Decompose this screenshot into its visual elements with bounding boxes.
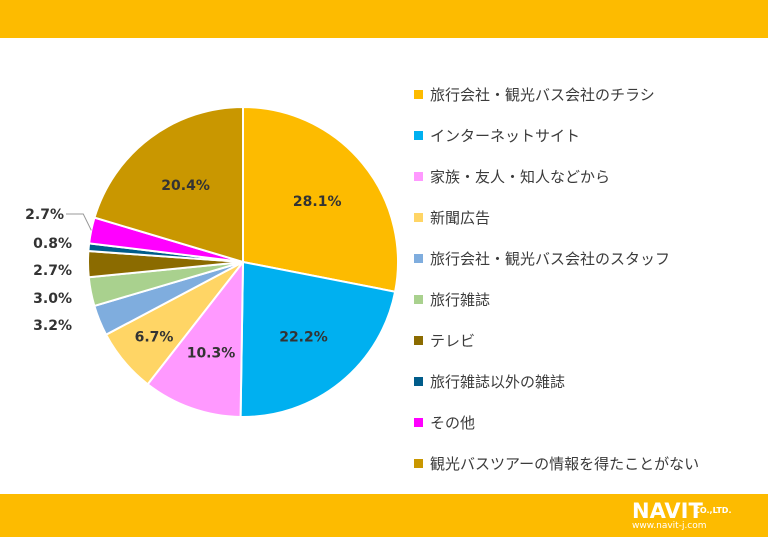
legend-item: 観光バスツアーの情報を得たことがない (414, 443, 699, 484)
legend-item: 家族・友人・知人などから (414, 156, 699, 197)
data-labels: 28.1% 22.2% 10.3% 6.7% 3.2% 3.0% 2.7% 0.8% 2.7% 2… (25, 178, 341, 362)
legend-label: 旅行会社・観光バス会社のチラシ (430, 86, 655, 104)
legend-label: テレビ (430, 332, 476, 350)
top-banner-band (0, 0, 768, 38)
slice-2 (239, 260, 397, 418)
slice-2-label: 22.2% (279, 330, 328, 346)
navit-logo: NAVIT CO.,LTD. www.navit-j.com (632, 500, 760, 532)
slice-3 (146, 259, 245, 418)
slice-3-label: 10.3% (187, 346, 236, 362)
logo-name: NAVIT (632, 499, 703, 523)
slice-9-label: 2.7% (25, 207, 64, 223)
legend-swatch (414, 213, 423, 222)
slice-10-label: 20.4% (161, 178, 210, 194)
bottom-banner-band (0, 494, 768, 537)
slice-1-label: 28.1% (293, 194, 342, 210)
leader-lines (66, 213, 92, 231)
legend-label: 旅行雑誌以外の雑誌 (430, 373, 566, 391)
legend-item: テレビ (414, 320, 699, 361)
legend-swatch (414, 254, 423, 263)
legend-swatch (414, 377, 423, 386)
legend-item: 新聞広告 (414, 197, 699, 238)
pie-slices (87, 105, 399, 418)
slice-1 (242, 105, 399, 293)
legend-swatch (414, 295, 423, 304)
logo-suffix: CO.,LTD. (694, 506, 732, 515)
legend-label: 家族・友人・知人などから (430, 168, 611, 186)
legend-item: 旅行雑誌以外の雑誌 (414, 361, 699, 402)
legend-label: 新聞広告 (430, 209, 491, 227)
pie-chart: 28.1% 22.2% 10.3% 6.7% 3.2% 3.0% 2.7% 0.8% 2.7% 2… (25, 105, 399, 418)
legend-label: 旅行会社・観光バス会社のスタッフ (430, 250, 671, 268)
legend-swatch (414, 418, 423, 427)
slice-6-label: 3.0% (33, 291, 72, 307)
legend-item: 旅行雑誌 (414, 279, 699, 320)
legend-label: その他 (430, 414, 476, 432)
legend-swatch (414, 336, 423, 345)
legend-swatch (414, 131, 423, 140)
legend-item: その他 (414, 402, 699, 443)
legend-label: 観光バスツアーの情報を得たことがない (430, 455, 700, 473)
chart-legend: 旅行会社・観光バス会社のチラシ インターネットサイト家族・友人・知人などから 新聞広… (414, 74, 699, 484)
slice-10 (93, 105, 244, 264)
slice-4-label: 6.7% (135, 330, 174, 346)
legend-item: 旅行会社・観光バス会社のスタッフ (414, 238, 699, 279)
legend-label: 旅行雑誌 (430, 291, 491, 309)
slice-7-label: 2.7% (33, 263, 72, 279)
slice-9-leader-line (66, 213, 92, 231)
legend-item: 旅行会社・観光バス会社のチラシ (414, 74, 699, 115)
legend-swatch (414, 172, 423, 181)
legend-item: インターネットサイト (414, 115, 699, 156)
legend-swatch (414, 90, 423, 99)
logo-url: www.navit-j.com (632, 521, 707, 531)
legend-swatch (414, 459, 423, 468)
slice-8-label: 0.8% (33, 236, 72, 252)
slice-5-label: 3.2% (33, 318, 72, 334)
legend-label: インターネットサイト (430, 127, 581, 145)
